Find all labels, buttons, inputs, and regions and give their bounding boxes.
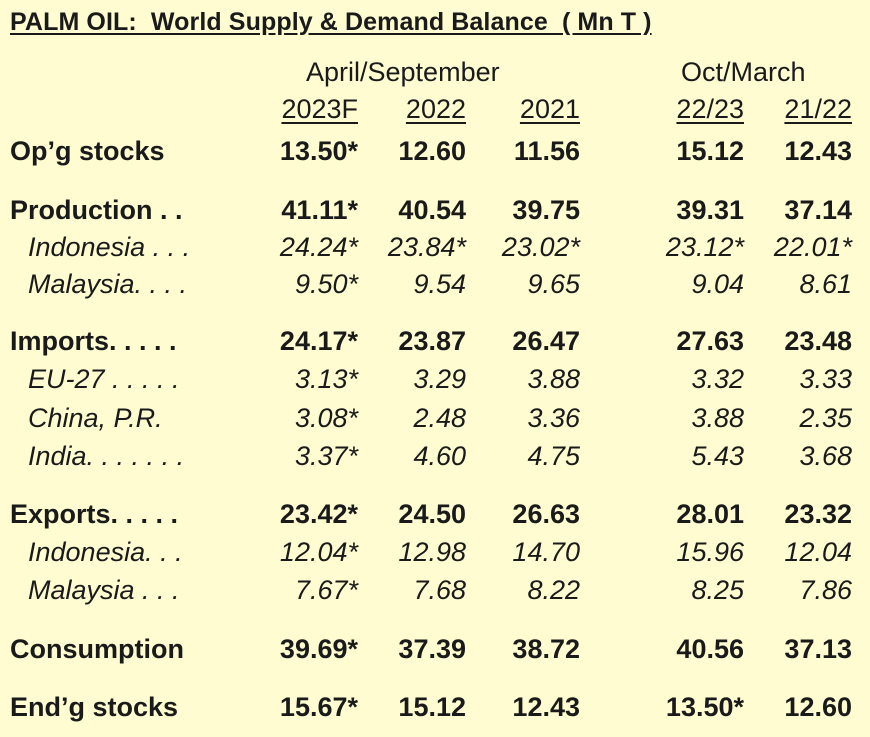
cell-2023f: 24.24* bbox=[279, 232, 358, 262]
cell-21-22: 8.61 bbox=[799, 269, 852, 299]
cell-2022: 7.68 bbox=[413, 575, 466, 605]
table-row-production-malaysia: Malaysia. . . . 9.50* 9.54 9.65 9.04 8.6… bbox=[0, 269, 870, 303]
cell-2021: 4.75 bbox=[527, 441, 580, 471]
cell-2021: 38.72 bbox=[512, 634, 580, 664]
cell-22-23: 9.04 bbox=[691, 269, 744, 299]
cell-2021: 3.88 bbox=[527, 364, 580, 394]
row-label: Op’g stocks bbox=[10, 136, 165, 166]
table-row-exports: Exports. . . . . 23.42* 24.50 26.63 28.0… bbox=[0, 499, 870, 533]
cell-2022: 23.87 bbox=[398, 326, 466, 356]
cell-2022: 4.60 bbox=[413, 441, 466, 471]
cell-2021: 8.22 bbox=[527, 575, 580, 605]
cell-2022: 37.39 bbox=[398, 634, 466, 664]
row-label: Consumption bbox=[10, 634, 184, 664]
table-row-exports-indonesia: Indonesia. . . 12.04* 12.98 14.70 15.96 … bbox=[0, 537, 870, 571]
cell-2022: 2.48 bbox=[413, 403, 466, 433]
cell-2023f: 39.69* bbox=[279, 634, 358, 664]
cell-21-22: 12.60 bbox=[784, 692, 852, 722]
cell-22-23: 27.63 bbox=[676, 326, 744, 356]
cell-2023f: 41.11* bbox=[281, 195, 358, 225]
cell-2022: 3.29 bbox=[413, 364, 466, 394]
column-header-2021: 2021 bbox=[519, 94, 580, 124]
row-label: India. . . . . . . bbox=[28, 441, 185, 471]
row-label: Imports. . . . . bbox=[10, 326, 177, 356]
cell-2022: 12.98 bbox=[398, 537, 466, 567]
cell-2023f: 3.08* bbox=[294, 403, 358, 433]
cell-22-23: 39.31 bbox=[676, 195, 744, 225]
table-row-imports-china: China, P.R. 3.08* 2.48 3.36 3.88 2.35 bbox=[0, 403, 870, 437]
table-row-exports-malaysia: Malaysia . . . 7.67* 7.68 8.22 8.25 7.86 bbox=[0, 575, 870, 609]
cell-21-22: 12.43 bbox=[784, 136, 852, 166]
cell-22-23: 13.50* bbox=[665, 692, 744, 722]
table-row-imports-eu27: EU-27 . . . . . 3.13* 3.29 3.88 3.32 3.3… bbox=[0, 364, 870, 398]
cell-2021: 14.70 bbox=[512, 537, 580, 567]
cell-2023f: 7.67* bbox=[294, 575, 358, 605]
cell-22-23: 8.25 bbox=[691, 575, 744, 605]
row-label: Indonesia . . . bbox=[28, 232, 191, 262]
cell-2023f: 3.13* bbox=[294, 364, 358, 394]
table-row-imports-india: India. . . . . . . 3.37* 4.60 4.75 5.43 … bbox=[0, 441, 870, 475]
cell-21-22: 7.86 bbox=[799, 575, 852, 605]
cell-2021: 9.65 bbox=[527, 269, 580, 299]
cell-21-22: 22.01* bbox=[773, 232, 852, 262]
cell-2023f: 23.42* bbox=[279, 499, 358, 529]
cell-2023f: 3.37* bbox=[294, 441, 358, 471]
row-label: Exports. . . . . bbox=[10, 499, 179, 529]
cell-22-23: 28.01 bbox=[676, 499, 744, 529]
cell-2022: 9.54 bbox=[413, 269, 466, 299]
cell-22-23: 3.88 bbox=[691, 403, 744, 433]
cell-2021: 39.75 bbox=[512, 195, 580, 225]
cell-2023f: 9.50* bbox=[294, 269, 358, 299]
column-header-22-23: 22/23 bbox=[676, 94, 744, 124]
cell-22-23: 3.32 bbox=[691, 364, 744, 394]
cell-21-22: 3.33 bbox=[799, 364, 852, 394]
group-header-oct-march: Oct/March bbox=[681, 57, 806, 87]
cell-2021: 3.36 bbox=[527, 403, 580, 433]
cell-2022: 40.54 bbox=[398, 195, 466, 225]
cell-2022: 23.84* bbox=[387, 232, 466, 262]
row-label: Production . . bbox=[10, 195, 183, 225]
table-title: PALM OIL: World Supply & Demand Balance … bbox=[10, 8, 652, 36]
table-row-production: Production . . 41.11* 40.54 39.75 39.31 … bbox=[0, 195, 870, 229]
cell-2021: 11.56 bbox=[513, 136, 580, 166]
cell-2023f: 12.04* bbox=[279, 537, 358, 567]
cell-22-23: 23.12* bbox=[665, 232, 744, 262]
cell-2023f: 15.67* bbox=[279, 692, 358, 722]
row-label: Malaysia. . . . bbox=[28, 269, 188, 299]
row-label: EU-27 . . . . . bbox=[28, 364, 180, 394]
cell-22-23: 40.56 bbox=[676, 634, 744, 664]
cell-21-22: 23.32 bbox=[784, 499, 852, 529]
table-row-ending-stocks: End’g stocks 15.67* 15.12 12.43 13.50* 1… bbox=[0, 692, 870, 726]
cell-22-23: 15.96 bbox=[676, 537, 744, 567]
cell-22-23: 15.12 bbox=[676, 136, 744, 166]
cell-2021: 23.02* bbox=[501, 232, 580, 262]
cell-21-22: 3.68 bbox=[799, 441, 852, 471]
cell-2023f: 24.17* bbox=[279, 326, 358, 356]
column-header-2023f: 2023F bbox=[281, 94, 358, 124]
column-header-21-22: 21/22 bbox=[784, 94, 852, 124]
table-row-imports: Imports. . . . . 24.17* 23.87 26.47 27.6… bbox=[0, 326, 870, 360]
cell-22-23: 5.43 bbox=[691, 441, 744, 471]
table-row-opening-stocks: Op’g stocks 13.50* 12.60 11.56 15.12 12.… bbox=[0, 136, 870, 170]
cell-2021: 26.63 bbox=[512, 499, 580, 529]
row-label: Malaysia . . . bbox=[28, 575, 180, 605]
cell-2022: 12.60 bbox=[398, 136, 466, 166]
group-header-april-september: April/September bbox=[306, 57, 500, 87]
row-label: Indonesia. . . bbox=[28, 537, 183, 567]
table-row-consumption: Consumption 39.69* 37.39 38.72 40.56 37.… bbox=[0, 634, 870, 668]
cell-21-22: 23.48 bbox=[784, 326, 852, 356]
cell-2021: 26.47 bbox=[512, 326, 580, 356]
cell-2022: 24.50 bbox=[398, 499, 466, 529]
cell-2023f: 13.50* bbox=[279, 136, 358, 166]
cell-21-22: 12.04 bbox=[784, 537, 852, 567]
row-label: China, P.R. bbox=[28, 403, 163, 433]
cell-21-22: 37.13 bbox=[784, 634, 852, 664]
cell-21-22: 2.35 bbox=[799, 403, 852, 433]
column-header-2022: 2022 bbox=[405, 94, 466, 124]
cell-21-22: 37.14 bbox=[784, 195, 852, 225]
cell-2022: 15.12 bbox=[398, 692, 466, 722]
row-label: End’g stocks bbox=[10, 692, 179, 722]
table-row-production-indonesia: Indonesia . . . 24.24* 23.84* 23.02* 23.… bbox=[0, 232, 870, 266]
cell-2021: 12.43 bbox=[512, 692, 580, 722]
